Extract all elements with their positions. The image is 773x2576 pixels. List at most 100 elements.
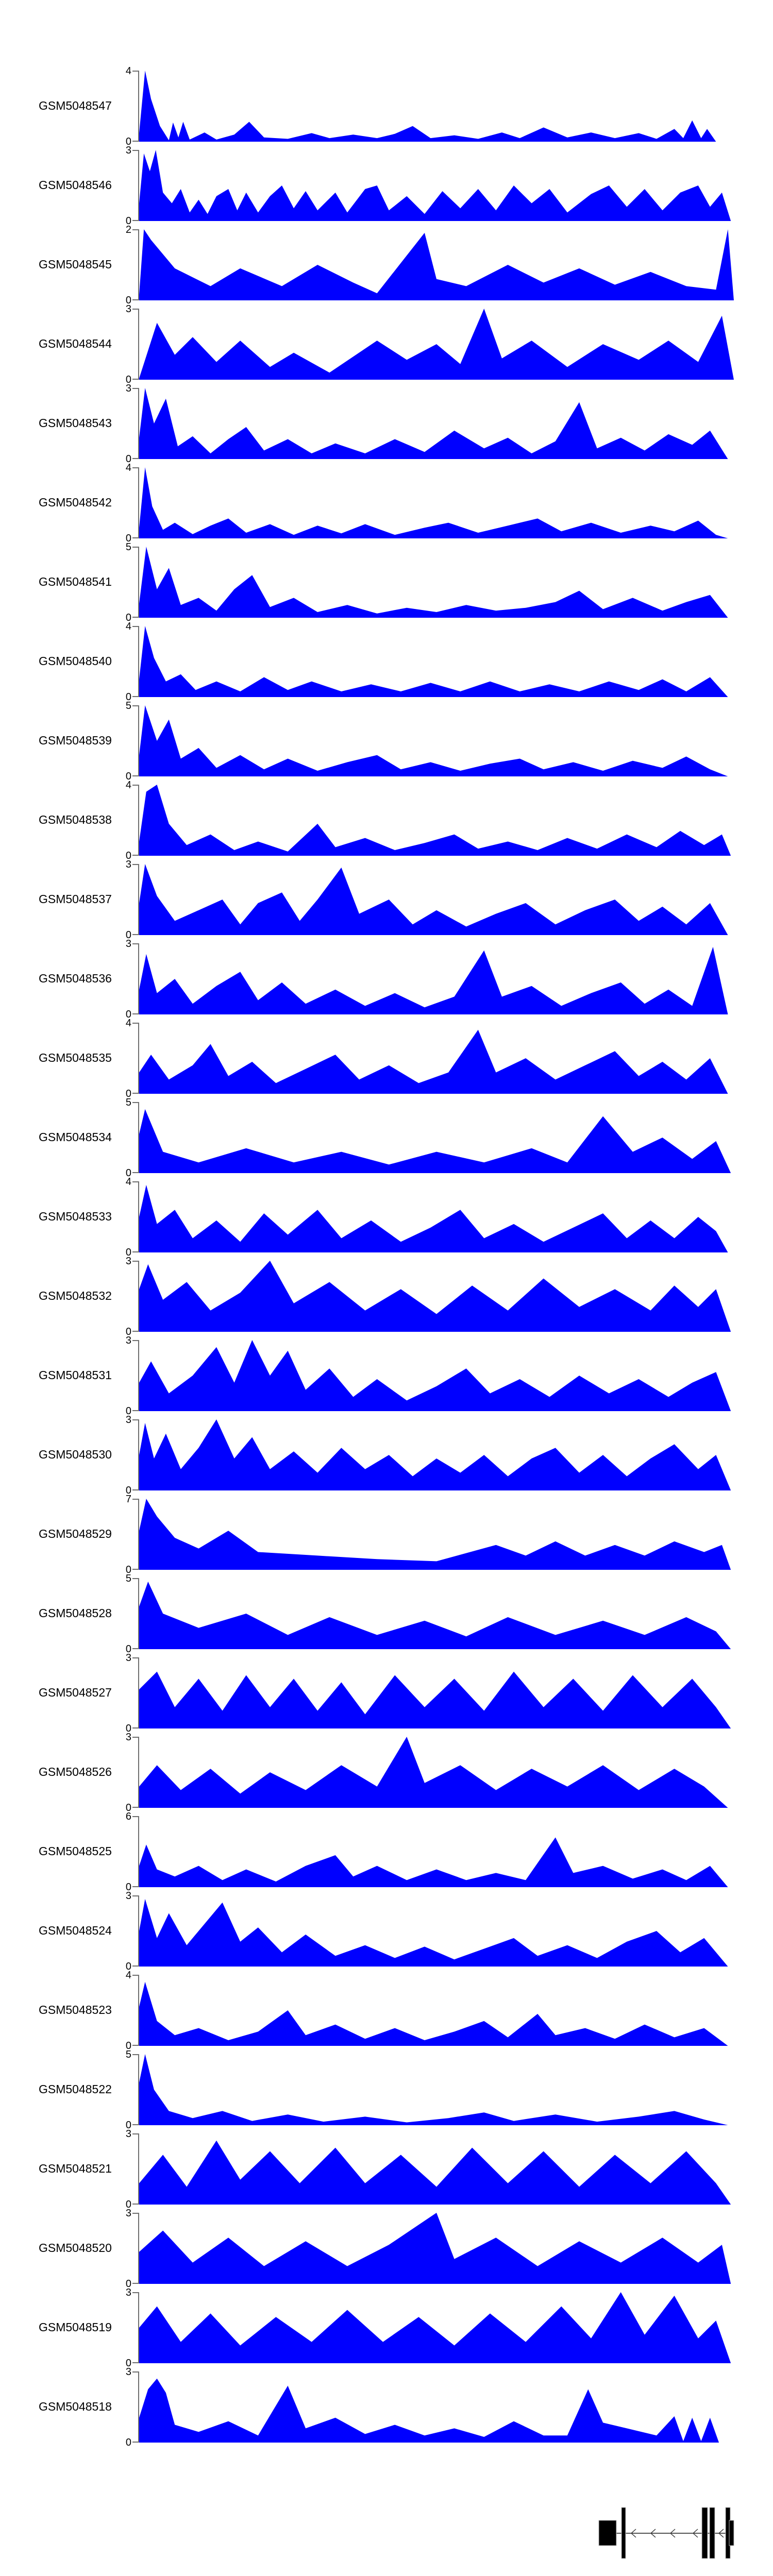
y-axis-tick [132, 1499, 138, 1500]
y-axis-tick [132, 1102, 138, 1103]
y-axis-zero-label: 0 [125, 1326, 131, 1337]
coverage-polygon [139, 1671, 731, 1728]
y-axis-max-label: 3 [125, 2287, 131, 2298]
y-axis-zero-label: 0 [125, 453, 131, 465]
strand-arrow-left-icon [630, 2529, 636, 2538]
y-axis-max-label: 5 [125, 1573, 131, 1584]
y-axis-tick [132, 617, 138, 618]
coverage-area-plot [139, 1261, 731, 1332]
y-axis-tick [132, 1965, 138, 1967]
y-axis-tick [132, 1093, 138, 1094]
coverage-polygon [139, 1981, 728, 2046]
y-axis-tick [132, 2054, 138, 2055]
track-label: GSM5048521 [39, 2162, 112, 2175]
coverage-polygon [139, 946, 728, 1014]
y-axis-line [138, 71, 139, 142]
y-axis-line [138, 943, 139, 1014]
coverage-area-plot [139, 1737, 728, 1808]
y-axis-max-label: 4 [125, 621, 131, 632]
coverage-area-plot [139, 946, 728, 1014]
y-axis-zero-label: 0 [125, 1088, 131, 1099]
track-label: GSM5048540 [39, 654, 112, 668]
y-axis-line [138, 2133, 139, 2205]
coverage-polygon [139, 1837, 728, 1887]
track-label: GSM5048527 [39, 1686, 112, 1699]
track-label: GSM5048522 [39, 2082, 112, 2096]
track-label: GSM5048519 [39, 2320, 112, 2334]
y-axis-max-label: 3 [125, 1732, 131, 1743]
coverage-polygon [139, 2292, 731, 2363]
y-axis-max-label: 4 [125, 1018, 131, 1029]
y-axis-max-label: 5 [125, 700, 131, 711]
y-axis-tick [132, 1816, 138, 1817]
track-label: GSM5048529 [39, 1527, 112, 1540]
coverage-polygon [139, 1419, 731, 1490]
y-axis-max-label: 4 [125, 779, 131, 791]
y-axis-zero-label: 0 [125, 1802, 131, 1814]
track-label: GSM5048534 [39, 1130, 112, 1144]
y-axis-line [138, 1657, 139, 1728]
y-axis-tick [132, 785, 138, 786]
track-label: GSM5048530 [39, 1448, 112, 1461]
y-axis-max-label: 3 [125, 1414, 131, 1426]
y-axis-zero-label: 0 [125, 1009, 131, 1020]
y-axis-max-label: 3 [125, 383, 131, 394]
strand-arrow-left-icon [718, 2529, 724, 2538]
y-axis-zero-label: 0 [125, 691, 131, 703]
y-axis-tick [132, 1578, 138, 1579]
coverage-area-plot [139, 1981, 728, 2046]
y-axis-line [138, 309, 139, 380]
y-axis-tick [132, 2371, 138, 2372]
y-axis-zero-label: 0 [125, 1167, 131, 1179]
track-label: GSM5048523 [39, 2003, 112, 2016]
y-axis-tick [132, 2283, 138, 2284]
y-axis-max-label: 5 [125, 541, 131, 553]
coverage-area-plot [139, 1899, 728, 1967]
coverage-polygon [139, 467, 728, 538]
y-axis-tick [132, 1489, 138, 1490]
strand-arrow-left-icon [669, 2529, 676, 2538]
coverage-polygon [139, 2054, 728, 2125]
coverage-polygon [139, 785, 731, 856]
coverage-area-plot [139, 467, 728, 538]
y-axis-max-label: 2 [125, 224, 131, 235]
y-axis-tick [132, 1410, 138, 1411]
coverage-polygon [139, 1261, 731, 1332]
y-axis-line [138, 1023, 139, 1094]
y-axis-tick [132, 150, 138, 151]
y-axis-tick [132, 2124, 138, 2125]
y-axis-line [138, 2213, 139, 2284]
coverage-area-plot [139, 1419, 731, 1490]
y-axis-line [138, 547, 139, 618]
coverage-area-plot [139, 229, 734, 300]
y-axis-max-label: 3 [125, 1256, 131, 1267]
y-axis-tick [132, 1975, 138, 1976]
coverage-area-plot [139, 1184, 728, 1252]
y-axis-line [138, 467, 139, 538]
exon-box [598, 2520, 617, 2546]
y-axis-line [138, 864, 139, 935]
y-axis-max-label: 3 [125, 1890, 131, 1902]
y-axis-zero-label: 0 [125, 2199, 131, 2210]
y-axis-tick [132, 1648, 138, 1649]
y-axis-line [138, 150, 139, 221]
track-label: GSM5048533 [39, 1210, 112, 1223]
y-axis-tick [132, 1419, 138, 1420]
coverage-polygon [139, 1581, 731, 1649]
coverage-area-plot [139, 1837, 728, 1887]
coverage-area-plot [139, 1109, 731, 1173]
y-axis-zero-label: 0 [125, 1882, 131, 1893]
y-axis-zero-label: 0 [125, 1405, 131, 1417]
y-axis-zero-label: 0 [125, 850, 131, 861]
y-axis-tick [132, 458, 138, 459]
y-axis-max-label: 3 [125, 2208, 131, 2219]
y-axis-max-label: 5 [125, 1097, 131, 1108]
track-label: GSM5048538 [39, 813, 112, 826]
y-axis-max-label: 7 [125, 1494, 131, 1505]
y-axis-max-label: 3 [125, 859, 131, 870]
y-axis-tick [132, 1886, 138, 1887]
y-axis-zero-label: 0 [125, 2120, 131, 2131]
y-axis-tick [132, 855, 138, 856]
y-axis-tick [132, 1569, 138, 1570]
coverage-polygon [139, 1499, 731, 1570]
